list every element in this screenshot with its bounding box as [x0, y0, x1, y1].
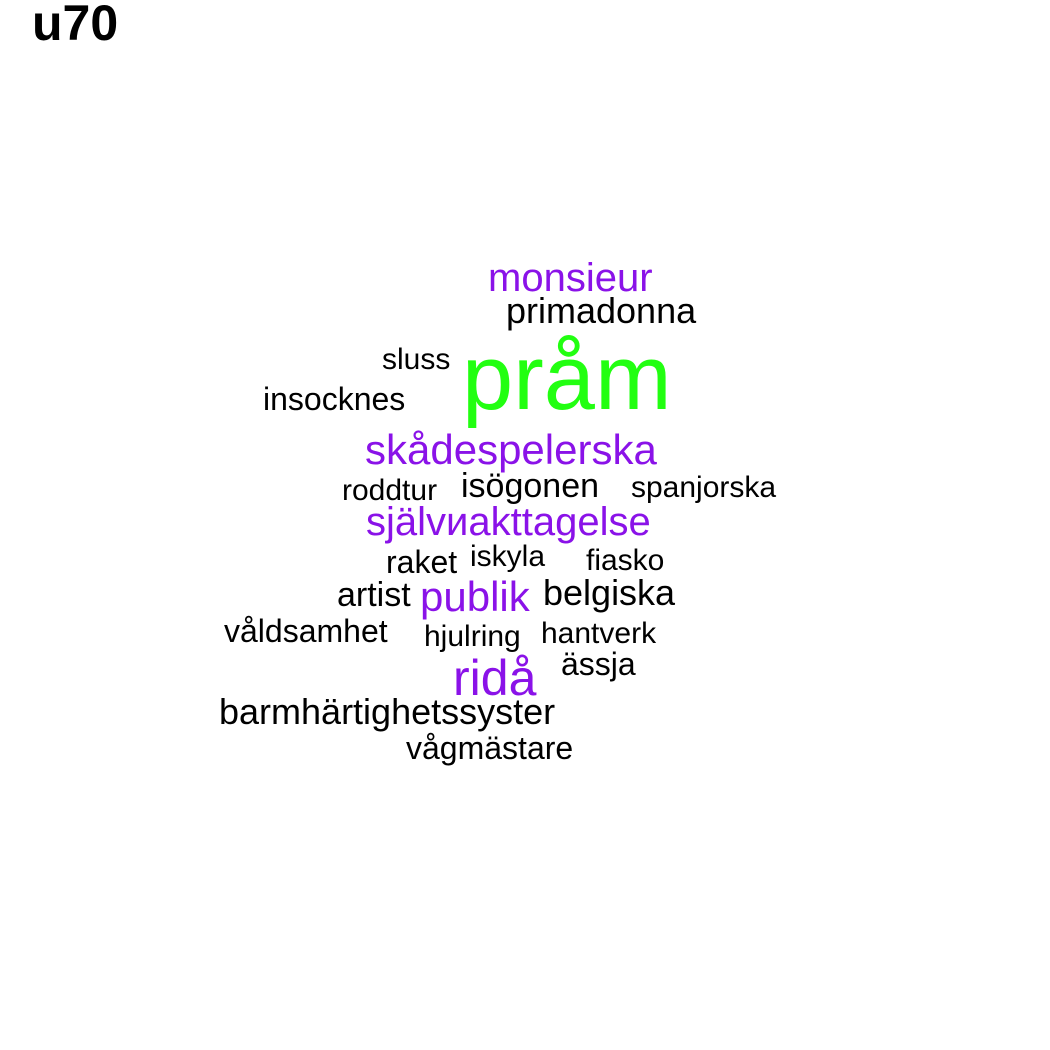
word-hjulring: hjulring [424, 620, 521, 653]
word-belgiska: belgiska [543, 572, 676, 613]
word-sluss: sluss [382, 343, 451, 376]
word-iskyla: iskyla [470, 540, 546, 573]
word-rida: ridå [453, 650, 537, 706]
word-valdsamhet: våldsamhet [224, 613, 388, 649]
word-barmhartighetssyster: barmhärtighetssyster [219, 691, 556, 732]
word-publik: publik [420, 573, 530, 620]
word-primadonna: primadonna [506, 290, 697, 331]
word-isogonen: isögonen [461, 467, 600, 505]
word-skadespelerska: skådespelerska [365, 426, 657, 473]
word-fiasko: fiasko [586, 544, 665, 577]
word-sjalviakttagelse: självиakttagelse [366, 500, 651, 544]
word-insocknes: insocknes [263, 381, 406, 417]
word-artist: artist [337, 576, 411, 614]
word-vagmastare: vågmästare [406, 730, 574, 766]
word-spanjorska: spanjorska [631, 471, 777, 504]
word-hantverk: hantverk [541, 617, 657, 650]
word-assja: ässja [561, 646, 636, 682]
page-title: u70 [32, 0, 119, 51]
word-pram: pråm [462, 327, 672, 429]
word-roddtur: roddtur [342, 474, 438, 507]
word-raket: raket [386, 544, 458, 580]
word-monsieur: monsieur [488, 256, 653, 300]
